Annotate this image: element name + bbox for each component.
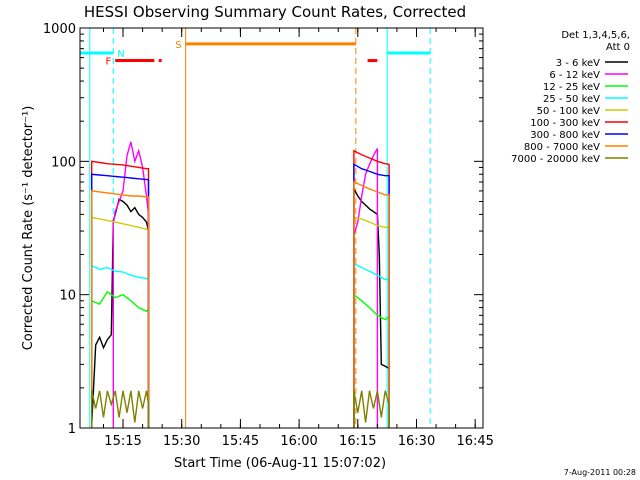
x-tick-label: 16:30 bbox=[398, 434, 435, 449]
x-tick-label: 16:00 bbox=[280, 434, 317, 449]
saa-label: S bbox=[175, 40, 181, 51]
y-tick-label: 1 bbox=[68, 422, 76, 437]
y-tick-label: 100 bbox=[51, 155, 76, 170]
y-tick-label: 10 bbox=[59, 289, 76, 304]
chart-title: HESSI Observing Summary Count Rates, Cor… bbox=[84, 3, 466, 21]
y-tick-label: 1000 bbox=[43, 22, 76, 37]
series-3-segment-0 bbox=[90, 264, 150, 428]
series-1-segment-0 bbox=[112, 141, 150, 428]
x-tick-label: 15:30 bbox=[163, 434, 200, 449]
legend-entry-label: 3 - 6 keV bbox=[556, 58, 600, 69]
series-layer bbox=[90, 141, 390, 428]
legend-header-line: Att 0 bbox=[606, 42, 630, 53]
series-0-segment-0 bbox=[90, 198, 150, 428]
legend-entry-label: 12 - 25 keV bbox=[543, 82, 600, 93]
x-tick-label: 16:45 bbox=[456, 434, 493, 449]
legend-entry-label: 800 - 7000 keV bbox=[524, 142, 600, 153]
legend-entry-label: 300 - 800 keV bbox=[530, 130, 600, 141]
y-axis-label: Corrected Count Rate (s⁻¹ detector⁻¹) bbox=[21, 106, 36, 351]
x-tick-label: 16:15 bbox=[339, 434, 376, 449]
x-axis: 15:15 15:30 15:45 16:00 16:15 16:30 16:45 bbox=[102, 28, 494, 449]
series-4-segment-0 bbox=[90, 216, 150, 428]
legend-header-line: Det 1,3,4,5,6, bbox=[561, 30, 630, 41]
x-tick-label: 15:15 bbox=[104, 434, 141, 449]
series-7-segment-0 bbox=[90, 190, 150, 428]
plot-frame bbox=[79, 27, 484, 429]
series-8-segment-1 bbox=[353, 390, 390, 428]
series-8-segment-0 bbox=[90, 390, 150, 428]
series-5-segment-0 bbox=[90, 160, 150, 428]
series-5-segment-1 bbox=[353, 149, 390, 428]
series-1-segment-1 bbox=[353, 148, 379, 428]
series-7-segment-1 bbox=[353, 180, 390, 428]
footer-date: 7-Aug-2011 00:28 bbox=[564, 468, 636, 477]
series-0-segment-1 bbox=[353, 186, 390, 428]
night-label: N bbox=[117, 49, 124, 60]
series-2-segment-0 bbox=[90, 290, 150, 428]
y-axis: 1 10 100 1000 bbox=[43, 22, 483, 437]
legend-entry-label: 7000 - 20000 keV bbox=[511, 154, 600, 165]
flare-label: F bbox=[105, 57, 111, 68]
legend-entry-label: 50 - 100 keV bbox=[537, 106, 601, 117]
series-6-segment-0 bbox=[90, 173, 150, 428]
flare-dot-0 bbox=[158, 59, 162, 63]
x-tick-label: 15:45 bbox=[222, 434, 259, 449]
x-axis-label: Start Time (06-Aug-11 15:07:02) bbox=[174, 456, 386, 471]
legend-entry-label: 100 - 300 keV bbox=[530, 118, 600, 129]
legend-entry-label: 6 - 12 keV bbox=[549, 70, 600, 81]
series-6-segment-1 bbox=[353, 163, 390, 428]
legend-entry-label: 25 - 50 keV bbox=[543, 94, 600, 105]
